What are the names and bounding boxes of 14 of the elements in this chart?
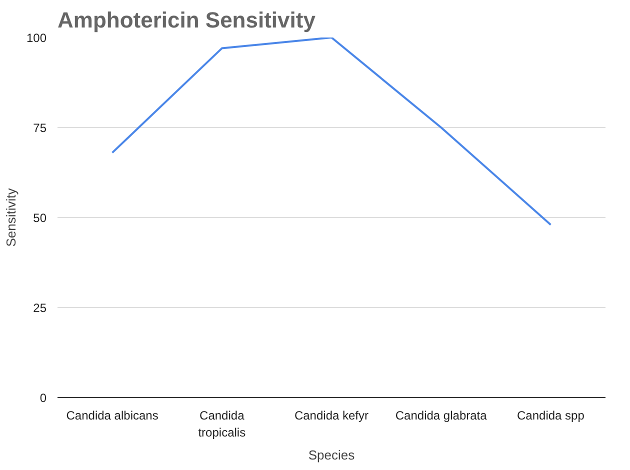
x-tick-label: Candida glabrata — [395, 408, 488, 422]
x-tick-label: Candida kefyr — [294, 408, 369, 422]
y-tick-label: 50 — [33, 211, 47, 225]
x-tick-label: Candida albicans — [66, 408, 158, 422]
line-series — [111, 38, 552, 226]
y-tick-label: 25 — [33, 301, 47, 315]
chart-title: Amphotericin Sensitivity — [58, 8, 316, 32]
x-tick-label: Candida spp — [517, 408, 585, 422]
y-tick-label: 0 — [40, 391, 47, 405]
y-tick-label: 75 — [33, 121, 47, 135]
y-tick-label: 100 — [26, 31, 47, 45]
x-axis-title: Species — [308, 447, 356, 462]
y-axis-title: Sensitivity — [3, 188, 18, 247]
x-tick-label: Candida tropicalis — [198, 408, 246, 440]
